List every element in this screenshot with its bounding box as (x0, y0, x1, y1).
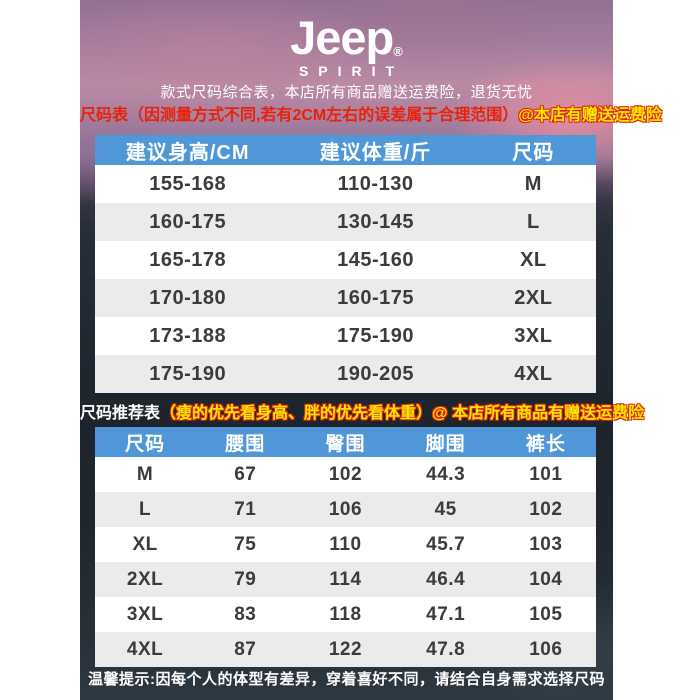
table-row: 173-188 175-190 3XL (95, 317, 596, 355)
table-cell: 102 (328, 463, 363, 485)
table-cell: 2XL (514, 286, 553, 309)
table-cell: 79 (234, 568, 257, 590)
measure-table: 尺码 腰围 臀围 脚围 裤长 M 67 102 44.3 101 L 71 106 45 102 XL 75 11… (95, 427, 596, 667)
table-cell: 47.8 (426, 638, 466, 660)
table-cell: 122 (328, 638, 363, 660)
table-row: 2XL 79 114 46.4 104 (95, 562, 596, 597)
table-cell: 45 (434, 498, 457, 520)
table-header-row: 尺码 腰围 臀围 脚围 裤长 (95, 427, 596, 457)
table-row: 155-168 110-130 M (95, 165, 596, 203)
table-cell: 130-145 (337, 210, 414, 233)
table-cell: 175-190 (149, 362, 227, 385)
table-cell: 160-175 (337, 286, 414, 309)
table-cell: 4XL (126, 638, 164, 660)
table-header-cell: 建议体重/斤 (319, 141, 432, 164)
table-cell: 173-188 (149, 324, 227, 347)
table-header-cell: 臀围 (325, 433, 366, 455)
table-cell: 165-178 (149, 248, 227, 271)
table-header-cell: 建议身高/CM (125, 141, 250, 164)
table-cell: 75 (234, 533, 257, 555)
table-cell: XL (132, 533, 158, 555)
size-note-highlight: @本店有赠送运费险 (518, 107, 662, 124)
size-note-main: 尺码表（因测量方式不同,若有2CM左右的误差属于合理范围） (80, 107, 519, 124)
size-table: 建议身高/CM 建议体重/斤 尺码 155-168 110-130 M 160-175 130… (95, 135, 596, 393)
table-cell: 45.7 (426, 533, 466, 555)
table-cell: 106 (529, 638, 563, 660)
table-cell: XL (520, 248, 547, 271)
table-row: M 67 102 44.3 101 (95, 457, 596, 492)
table-cell: M (136, 463, 154, 485)
table-cell: 83 (234, 603, 257, 625)
jeep-logo: Jeep® (80, 14, 613, 61)
table-row: 175-190 190-205 4XL (95, 355, 596, 393)
table-cell: 44.3 (426, 463, 466, 485)
table-cell: 2XL (126, 568, 164, 590)
spirit-logo-text: SPIRIT (298, 63, 405, 79)
table-cell: 104 (529, 568, 563, 590)
table-cell: 145-160 (337, 248, 414, 271)
table-cell: 190-205 (337, 362, 414, 385)
table-cell: 3XL (514, 324, 553, 347)
table-row: 170-180 160-175 2XL (95, 279, 596, 317)
table-cell: L (527, 210, 540, 233)
table-cell: 118 (329, 603, 362, 625)
table-cell: L (139, 498, 152, 520)
registered-mark-icon: ® (393, 44, 403, 59)
tagline: 款式尺码综合表，本店所有商品赠送运费险，退货无忧 (160, 84, 533, 101)
jeep-logo-text: Jeep (290, 11, 394, 64)
table-cell: 114 (329, 568, 362, 590)
table-row: XL 75 110 45.7 103 (95, 527, 596, 562)
table-cell: 105 (529, 603, 563, 625)
table-row: 4XL 87 122 47.8 106 (95, 632, 596, 667)
table-cell: 106 (328, 498, 363, 520)
table-cell: 160-175 (149, 210, 227, 233)
recommend-note-title: 尺码推荐表 (80, 405, 161, 422)
table-cell: 170-180 (149, 286, 227, 309)
table-cell: 102 (529, 498, 563, 520)
table-cell: 175-190 (337, 324, 414, 347)
table-cell: 87 (234, 638, 257, 660)
table-cell: 47.1 (426, 603, 466, 625)
table-cell: 71 (234, 498, 257, 520)
table-row: 3XL 83 118 47.1 105 (95, 597, 596, 632)
table-header-cell: 尺码 (512, 141, 555, 164)
footer-note: 温馨提示:因每个人的体型有差异，穿着喜好不同，请结合自身需求选择尺码 (88, 671, 605, 688)
table-cell: 101 (529, 463, 563, 485)
table-cell: 103 (529, 533, 563, 555)
table-cell: 110-130 (337, 172, 414, 195)
size-table-note: 尺码表（因测量方式不同,若有2CM左右的误差属于合理范围）@本店有赠送运费险 (80, 101, 662, 125)
table-cell: 110 (329, 533, 362, 555)
table-header-cell: 裤长 (525, 433, 566, 455)
table-row: 165-178 145-160 XL (95, 241, 596, 279)
table-header-row: 建议身高/CM 建议体重/斤 尺码 (95, 135, 596, 165)
recommend-note: 尺码推荐表（瘦的优先看身高、胖的优先看体重）@ 本店所有商品有赠送运费险 (80, 399, 644, 423)
table-row: L 71 106 45 102 (95, 492, 596, 527)
table-cell: 155-168 (149, 172, 227, 195)
table-header-cell: 腰围 (225, 433, 266, 455)
recommend-note-highlight: （瘦的优先看身高、胖的优先看体重）@ 本店所有商品有赠送运费险 (160, 405, 645, 422)
background-photo: Jeep® SPIRIT 款式尺码综合表，本店所有商品赠送运费险，退货无忧 尺码… (80, 0, 662, 700)
table-cell: 3XL (126, 603, 164, 625)
table-cell: M (524, 172, 542, 195)
table-cell: 46.4 (426, 568, 466, 590)
table-row: 160-175 130-145 L (95, 203, 596, 241)
table-cell: 67 (234, 463, 257, 485)
table-header-cell: 脚围 (425, 433, 466, 455)
table-header-cell: 尺码 (125, 433, 166, 455)
table-cell: 4XL (514, 362, 553, 385)
